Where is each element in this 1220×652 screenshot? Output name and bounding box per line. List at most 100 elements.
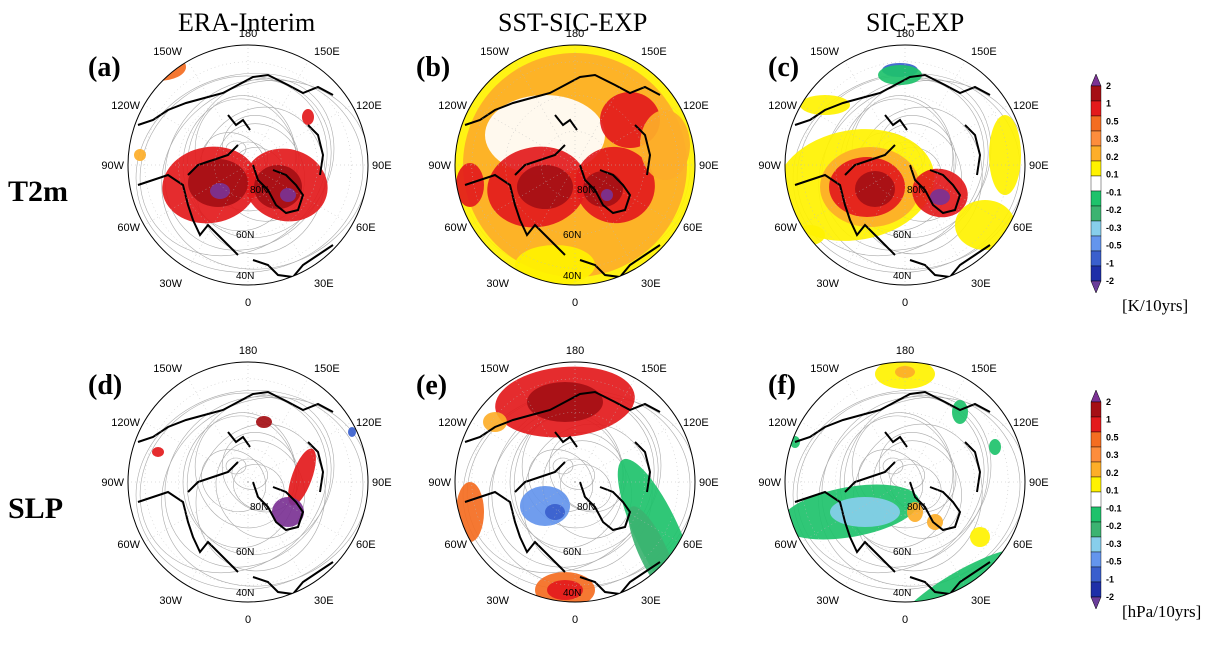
colorbar-segment bbox=[1090, 551, 1102, 568]
longitude-label: 30W bbox=[159, 278, 182, 290]
longitude-label: 180 bbox=[566, 345, 584, 357]
latitude-label: 40N bbox=[563, 588, 581, 599]
latitude-label: 80N bbox=[907, 502, 925, 513]
colorbar-segment bbox=[1090, 581, 1102, 598]
latitude-label: 40N bbox=[563, 271, 581, 282]
shaded-anomaly bbox=[348, 427, 356, 437]
polar-map-f: 80N 60N 40N 180 0 150W 150E 120W 120E 90W 90E 60W 60… bbox=[758, 345, 1049, 626]
latitude-label: 80N bbox=[577, 502, 595, 513]
meridian bbox=[904, 60, 966, 166]
shaded-anomaly bbox=[256, 416, 272, 428]
longitude-label: 60E bbox=[683, 222, 703, 234]
latitude-label: 40N bbox=[236, 271, 254, 282]
colorbar-segment bbox=[1090, 521, 1102, 538]
shaded-anomaly bbox=[800, 95, 850, 115]
latitude-label: 60N bbox=[236, 547, 254, 558]
parallel bbox=[835, 95, 975, 235]
longitude-label: 150E bbox=[314, 46, 340, 58]
colorbar-tick-label: -1 bbox=[1106, 574, 1114, 584]
colorbar-tick-label: 0.2 bbox=[1106, 468, 1119, 478]
parallel bbox=[144, 378, 352, 586]
colorbar-segment bbox=[1090, 130, 1102, 147]
meridian bbox=[844, 60, 906, 166]
longitude-label: 30E bbox=[314, 278, 334, 290]
latitude-label: 80N bbox=[250, 185, 268, 196]
longitude-label: 150W bbox=[810, 46, 839, 58]
contour-line bbox=[186, 394, 335, 556]
latitude-label: 40N bbox=[236, 588, 254, 599]
longitude-label: 150E bbox=[641, 363, 667, 375]
parallel bbox=[541, 131, 609, 199]
longitude-label: 120W bbox=[438, 417, 467, 429]
colorbar-segment bbox=[1090, 190, 1102, 207]
latitude-label: 80N bbox=[907, 185, 925, 196]
meridian bbox=[187, 60, 249, 166]
longitude-label: 30W bbox=[816, 278, 839, 290]
shaded-anomaly bbox=[456, 163, 484, 207]
colorbar-segment bbox=[1090, 431, 1102, 448]
longitude-label: 0 bbox=[572, 614, 578, 626]
shaded-anomaly bbox=[952, 400, 968, 424]
polar-map-b: 80N 60N 40N 180 0 150W 150E 120W 120E 90W 90E 60W 60… bbox=[428, 28, 718, 309]
longitude-label: 60W bbox=[444, 539, 467, 551]
shaded-anomaly bbox=[930, 189, 950, 205]
colorbar-arrow bbox=[1090, 389, 1102, 403]
longitude-label: 120W bbox=[768, 100, 797, 112]
longitude-label: 120E bbox=[1013, 417, 1039, 429]
colorbar-tick-label: -1 bbox=[1106, 258, 1114, 268]
colorbar-segment bbox=[1090, 145, 1102, 162]
shaded-anomaly bbox=[830, 497, 900, 527]
longitude-label: 180 bbox=[896, 28, 914, 40]
shaded-anomaly bbox=[483, 412, 507, 432]
contour-line bbox=[201, 449, 267, 513]
longitude-label: 60E bbox=[683, 539, 703, 551]
parallel bbox=[505, 412, 645, 552]
colorbar-segment bbox=[1090, 476, 1102, 493]
longitude-label: 90E bbox=[1029, 477, 1049, 489]
parallel bbox=[178, 412, 318, 552]
colorbar-segment bbox=[1090, 446, 1102, 463]
shaded-anomaly bbox=[878, 65, 922, 85]
column-title-era-interim: ERA-Interim bbox=[178, 8, 316, 37]
longitude-label: 120E bbox=[683, 417, 709, 429]
parallel bbox=[801, 61, 1009, 269]
longitude-label: 150W bbox=[153, 46, 182, 58]
colorbar-segment bbox=[1090, 536, 1102, 553]
shaded-anomaly bbox=[547, 580, 583, 600]
longitude-label: 30E bbox=[971, 278, 991, 290]
parallel bbox=[144, 61, 352, 269]
longitude-label: 90W bbox=[758, 160, 781, 172]
colorbar-arrow bbox=[1090, 73, 1102, 87]
longitude-label: 90W bbox=[758, 477, 781, 489]
shaded-anomaly bbox=[545, 504, 565, 520]
contour-line bbox=[843, 394, 992, 556]
longitude-label: 120E bbox=[356, 100, 382, 112]
longitude-label: 60E bbox=[356, 539, 376, 551]
contour-line bbox=[135, 72, 364, 273]
longitude-label: 120E bbox=[356, 417, 382, 429]
colorbar-tick-label: 0.1 bbox=[1106, 486, 1119, 496]
shaded-anomaly bbox=[907, 502, 923, 522]
longitude-label: 120E bbox=[683, 100, 709, 112]
unit-label-t2m: [K/10yrs] bbox=[1122, 296, 1189, 315]
shaded-anomaly bbox=[515, 245, 595, 285]
colorbar-segment bbox=[1090, 220, 1102, 237]
longitude-label: 120W bbox=[111, 100, 140, 112]
shaded-anomaly bbox=[280, 188, 296, 202]
map-boundary bbox=[454, 44, 696, 286]
longitude-label: 150E bbox=[641, 46, 667, 58]
colorbar-tick-label: -0.5 bbox=[1106, 241, 1122, 251]
shaded-anomaly bbox=[583, 171, 623, 207]
colorbar-tick-label: -2 bbox=[1106, 592, 1114, 602]
meridian bbox=[247, 60, 309, 166]
colorbar-tick-label: 2 bbox=[1106, 81, 1111, 91]
longitude-label: 60W bbox=[117, 539, 140, 551]
colorbar-tick-label: -0.3 bbox=[1106, 223, 1122, 233]
column-title-sst-sic-exp: SST-SIC-EXP bbox=[498, 8, 648, 37]
longitude-label: 120E bbox=[1013, 100, 1039, 112]
longitude-label: 150W bbox=[810, 363, 839, 375]
longitude-label: 0 bbox=[245, 297, 251, 309]
contour-line bbox=[796, 392, 985, 574]
colorbar-tick-label: 0.5 bbox=[1106, 116, 1119, 126]
map-boundary bbox=[454, 361, 696, 603]
